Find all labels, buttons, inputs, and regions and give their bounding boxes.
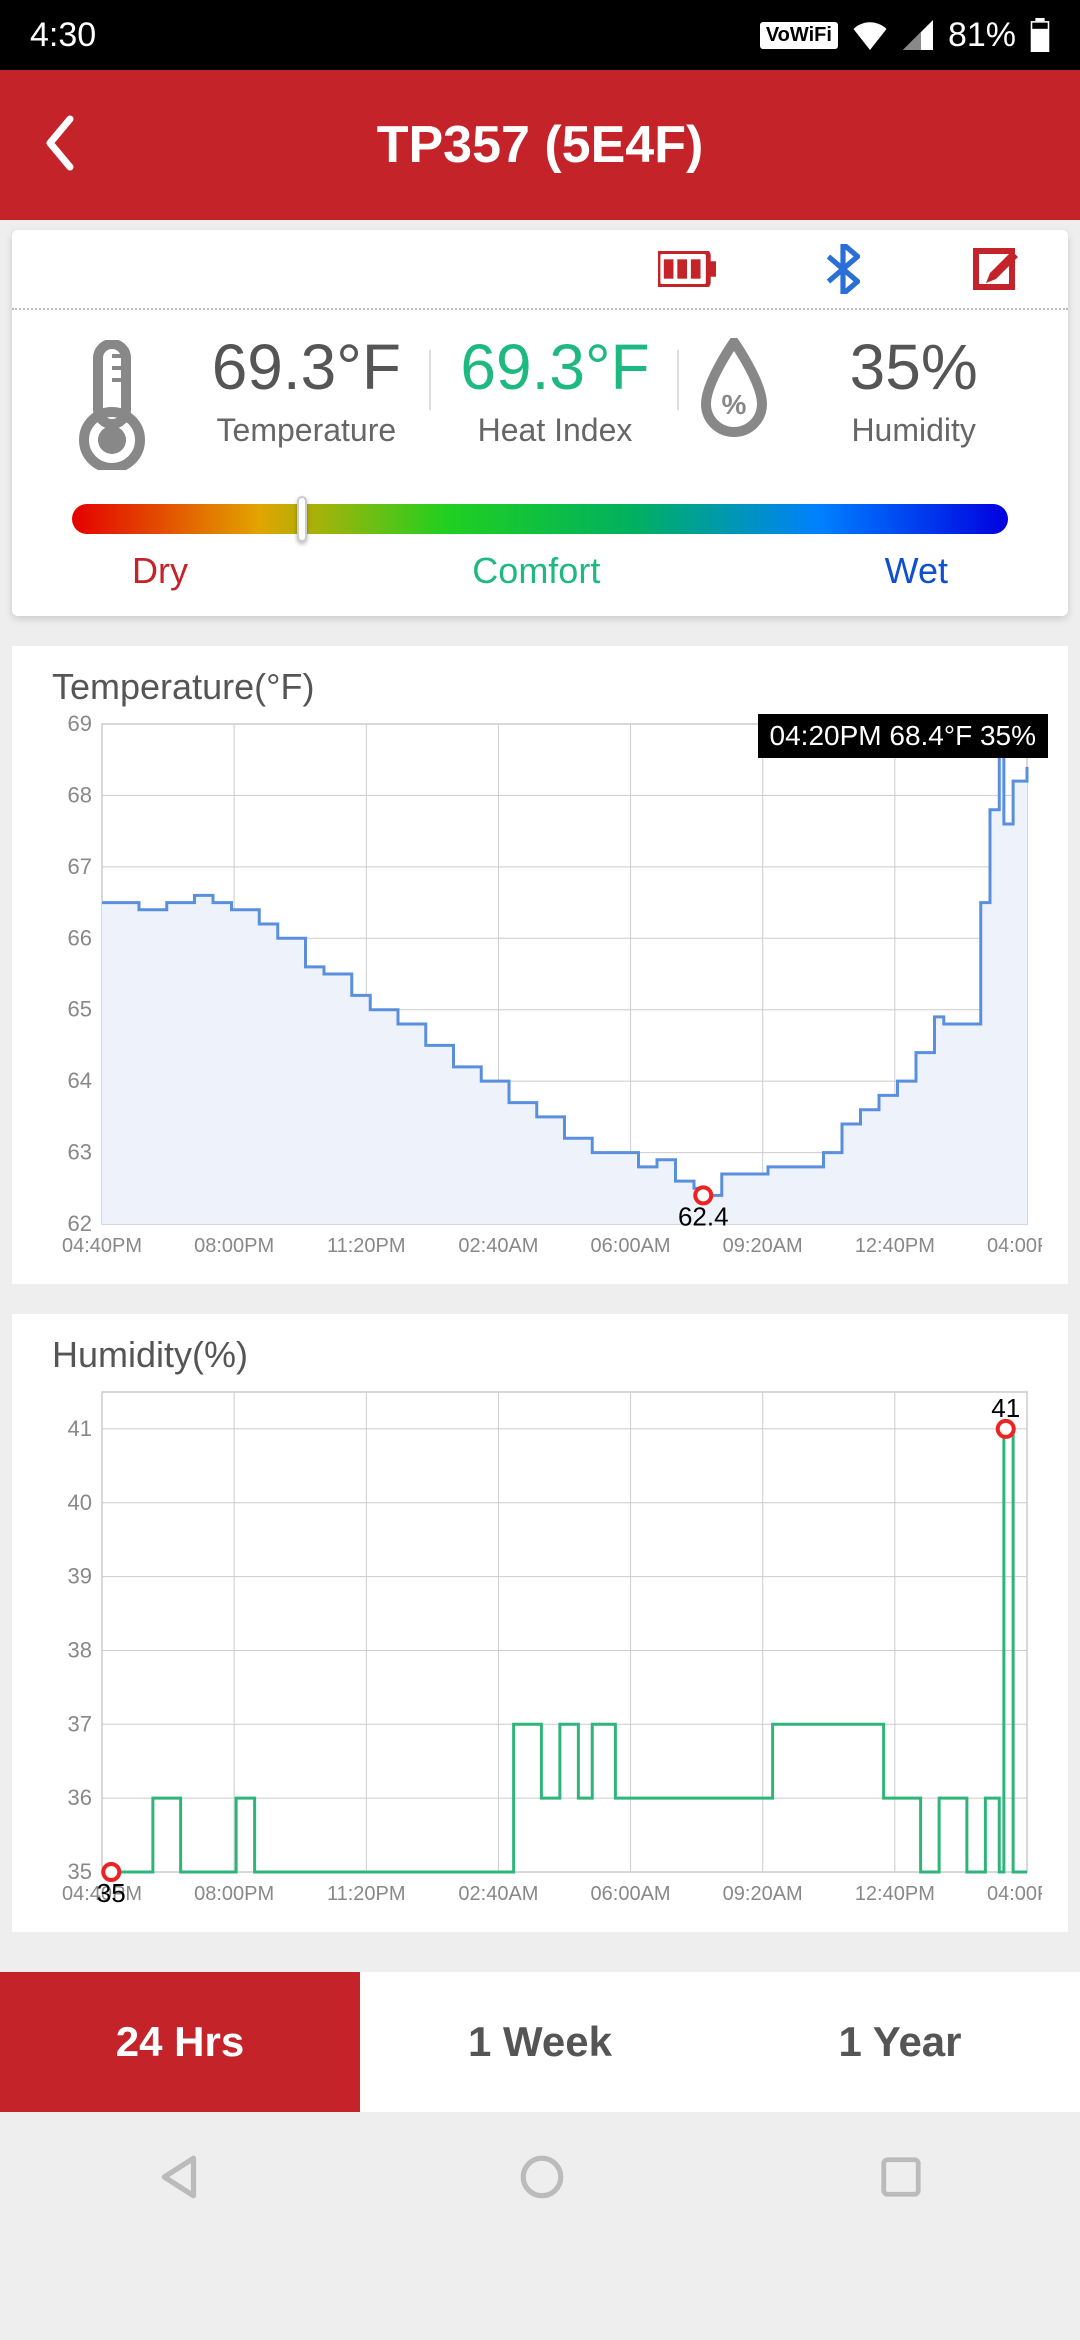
svg-text:35: 35 bbox=[68, 1859, 92, 1884]
humidity-reading: 35% Humidity bbox=[789, 330, 1038, 449]
back-button[interactable] bbox=[40, 113, 80, 178]
battery-status-icon bbox=[658, 251, 716, 287]
bluetooth-icon[interactable] bbox=[826, 244, 860, 294]
svg-text:04:00PM: 04:00PM bbox=[987, 1883, 1042, 1905]
temperature-chart-card: Temperature(°F) 62 63 64 65 66 67 68 69 04:40PM 0… bbox=[12, 646, 1068, 1284]
readings-card: 69.3°F Temperature 69.3°F Heat Index % 3… bbox=[12, 230, 1068, 616]
temperature-chart[interactable]: 62 63 64 65 66 67 68 69 04:40PM 08:00PM 11:20PM 02:… bbox=[32, 714, 1048, 1274]
temperature-value: 69.3°F bbox=[182, 330, 431, 404]
temperature-tooltip: 04:20PM 68.4°F 35% bbox=[758, 714, 1048, 758]
tab-1week[interactable]: 1 Week bbox=[360, 1972, 720, 2112]
svg-text:67: 67 bbox=[68, 854, 92, 879]
edit-icon[interactable] bbox=[970, 245, 1018, 293]
svg-text:09:20AM: 09:20AM bbox=[723, 1883, 803, 1905]
humidity-chart-title: Humidity(%) bbox=[52, 1334, 1048, 1376]
app-header: TP357 (5E4F) bbox=[0, 70, 1080, 220]
svg-text:68: 68 bbox=[68, 782, 92, 807]
temperature-reading: 69.3°F Temperature bbox=[182, 330, 431, 449]
battery-icon bbox=[1030, 18, 1050, 52]
range-tabs: 24 Hrs 1 Week 1 Year bbox=[0, 1972, 1080, 2112]
system-nav-bar bbox=[0, 2112, 1080, 2242]
svg-text:62: 62 bbox=[68, 1211, 92, 1236]
comfort-scale-labels: Dry Comfort Wet bbox=[12, 542, 1068, 616]
svg-text:41: 41 bbox=[68, 1416, 92, 1441]
svg-text:65: 65 bbox=[68, 997, 92, 1022]
tab-24hrs[interactable]: 24 Hrs bbox=[0, 1972, 360, 2112]
svg-text:04:40PM: 04:40PM bbox=[62, 1235, 142, 1257]
svg-text:12:40PM: 12:40PM bbox=[855, 1883, 935, 1905]
svg-text:39: 39 bbox=[68, 1564, 92, 1589]
scale-label-comfort: Comfort bbox=[472, 550, 600, 592]
scale-label-dry: Dry bbox=[132, 550, 188, 592]
svg-text:02:40AM: 02:40AM bbox=[458, 1883, 538, 1905]
svg-text:37: 37 bbox=[68, 1711, 92, 1736]
svg-text:38: 38 bbox=[68, 1637, 92, 1662]
svg-text:66: 66 bbox=[68, 925, 92, 950]
humidity-chart-card: Humidity(%) 3536373839404104:40PM08:00PM… bbox=[12, 1314, 1068, 1932]
svg-text:04:00PM: 04:00PM bbox=[987, 1235, 1042, 1257]
readings-row: 69.3°F Temperature 69.3°F Heat Index % 3… bbox=[12, 310, 1068, 480]
humidity-value: 35% bbox=[789, 330, 1038, 404]
comfort-gradient-bar bbox=[72, 504, 1008, 534]
scale-label-wet: Wet bbox=[885, 550, 948, 592]
svg-text:63: 63 bbox=[68, 1140, 92, 1165]
nav-back-icon[interactable] bbox=[156, 2152, 206, 2202]
status-right: VoWiFi 81% bbox=[760, 16, 1050, 55]
battery-pct: 81% bbox=[948, 16, 1016, 55]
svg-text:09:20AM: 09:20AM bbox=[723, 1235, 803, 1257]
svg-text:06:00AM: 06:00AM bbox=[591, 1235, 671, 1257]
page-title: TP357 (5E4F) bbox=[0, 115, 1080, 175]
card-icon-row bbox=[12, 230, 1068, 310]
svg-text:64: 64 bbox=[68, 1068, 92, 1093]
tab-1year[interactable]: 1 Year bbox=[720, 1972, 1080, 2112]
comfort-marker bbox=[297, 496, 307, 542]
svg-text:41: 41 bbox=[991, 1393, 1020, 1423]
svg-text:69: 69 bbox=[68, 714, 92, 736]
svg-text:08:00PM: 08:00PM bbox=[194, 1883, 274, 1905]
nav-home-icon[interactable] bbox=[517, 2152, 567, 2202]
heatindex-reading: 69.3°F Heat Index bbox=[431, 330, 680, 449]
nav-recent-icon[interactable] bbox=[878, 2154, 924, 2200]
svg-text:06:00AM: 06:00AM bbox=[591, 1883, 671, 1905]
svg-text:40: 40 bbox=[68, 1490, 92, 1515]
heatindex-value: 69.3°F bbox=[431, 330, 680, 404]
svg-text:%: % bbox=[722, 389, 747, 420]
heatindex-label: Heat Index bbox=[431, 412, 680, 449]
svg-text:08:00PM: 08:00PM bbox=[194, 1235, 274, 1257]
status-time: 4:30 bbox=[30, 16, 96, 55]
svg-text:11:20PM: 11:20PM bbox=[327, 1883, 406, 1905]
humidity-label: Humidity bbox=[789, 412, 1038, 449]
temperature-label: Temperature bbox=[182, 412, 431, 449]
svg-text:36: 36 bbox=[68, 1785, 92, 1810]
signal-icon bbox=[902, 20, 934, 50]
svg-text:12:40PM: 12:40PM bbox=[855, 1235, 935, 1257]
wifi-icon bbox=[852, 20, 888, 50]
svg-text:62.4: 62.4 bbox=[678, 1201, 729, 1231]
vowifi-badge: VoWiFi bbox=[760, 22, 838, 49]
temperature-chart-title: Temperature(°F) bbox=[52, 666, 1048, 708]
humidity-icon: % bbox=[679, 330, 789, 438]
svg-text:11:20PM: 11:20PM bbox=[327, 1235, 406, 1257]
svg-text:02:40AM: 02:40AM bbox=[458, 1235, 538, 1257]
status-bar: 4:30 VoWiFi 81% bbox=[0, 0, 1080, 70]
svg-text:35: 35 bbox=[97, 1878, 126, 1908]
humidity-chart[interactable]: 3536373839404104:40PM08:00PM11:20PM02:40… bbox=[32, 1382, 1048, 1922]
thermometer-icon bbox=[42, 330, 182, 470]
